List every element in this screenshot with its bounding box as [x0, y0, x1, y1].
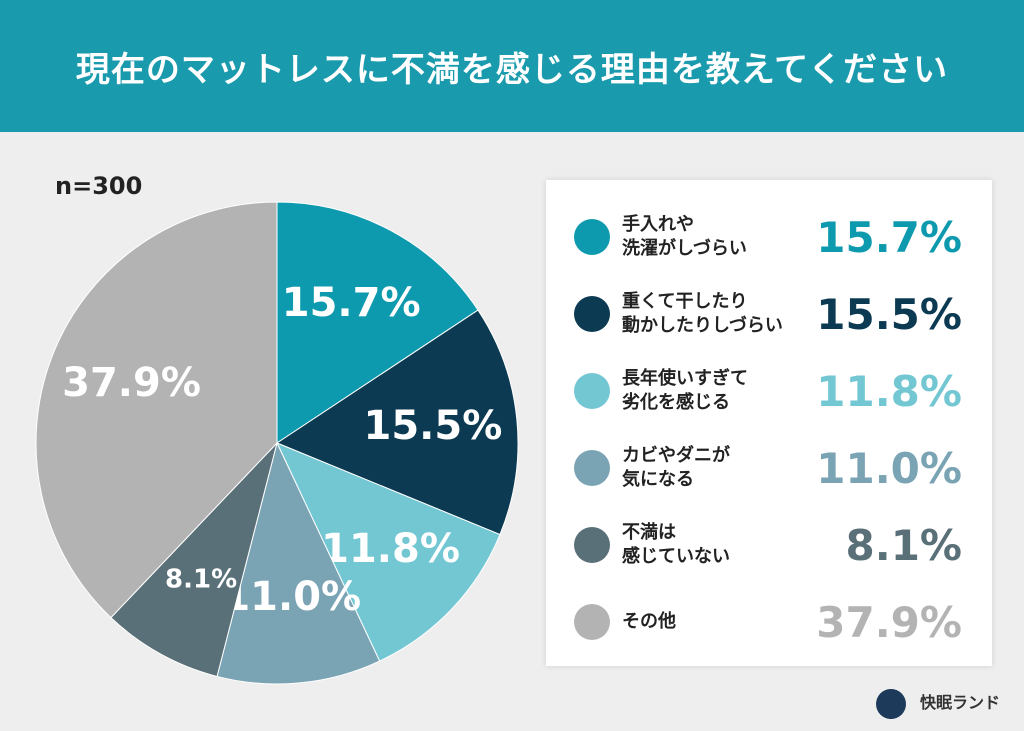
slice-label: 15.7%	[282, 280, 421, 326]
pie-slice	[275, 442, 501, 662]
legend-item: 手入れや 洗濯がしづらい 15.7%	[546, 202, 992, 272]
pie-slice	[276, 201, 479, 444]
slice-label: 11.0%	[222, 574, 361, 620]
legend-label: 不満は 感じていない	[622, 521, 730, 567]
legend-item: 不満は 感じていない 8.1%	[546, 510, 992, 580]
legend-item: 重くて干したり 動かしたりしづらい 15.5%	[546, 279, 992, 349]
pie-slice	[275, 309, 519, 536]
legend: 手入れや 洗濯がしづらい 15.7% 重くて干したり 動かしたりしづらい 15.5% 長…	[546, 180, 992, 666]
slice-label: 37.9%	[62, 360, 201, 406]
legend-value: 15.5%	[816, 289, 962, 339]
chart-title: 現在のマットレスに不満を感じる理由を教えてください	[0, 0, 1024, 132]
slice-label: 11.8%	[321, 526, 460, 572]
legend-value: 8.1%	[845, 520, 962, 570]
pie-slice	[110, 441, 278, 678]
legend-swatch	[574, 604, 610, 640]
pie-slice	[216, 441, 381, 685]
legend-label: その他	[622, 610, 676, 632]
pie-slice	[35, 201, 278, 619]
legend-swatch	[574, 219, 610, 255]
legend-label: 重くて干したり 動かしたりしづらい	[622, 290, 783, 336]
legend-label: 手入れや 洗濯がしづらい	[622, 213, 747, 259]
legend-value: 11.0%	[816, 443, 962, 493]
legend-value: 37.9%	[816, 597, 962, 647]
legend-swatch	[574, 527, 610, 563]
legend-label: 長年使いすぎて 劣化を感じる	[622, 367, 748, 413]
brand-logo	[876, 689, 906, 719]
legend-swatch	[574, 373, 610, 409]
legend-label: カビやダニが 気になる	[622, 444, 730, 490]
legend-swatch	[574, 296, 610, 332]
legend-item: カビやダニが 気になる 11.0%	[546, 433, 992, 503]
brand: 快眠ランド	[919, 693, 1000, 712]
legend-item: その他 37.9%	[546, 587, 992, 657]
slice-label: 8.1%	[165, 565, 237, 595]
sample-size: n=300	[55, 172, 143, 200]
legend-value: 11.8%	[816, 366, 962, 416]
legend-value: 15.7%	[816, 212, 962, 262]
legend-swatch	[574, 450, 610, 486]
slice-label: 15.5%	[364, 403, 503, 449]
legend-item: 長年使いすぎて 劣化を感じる 11.8%	[546, 356, 992, 426]
